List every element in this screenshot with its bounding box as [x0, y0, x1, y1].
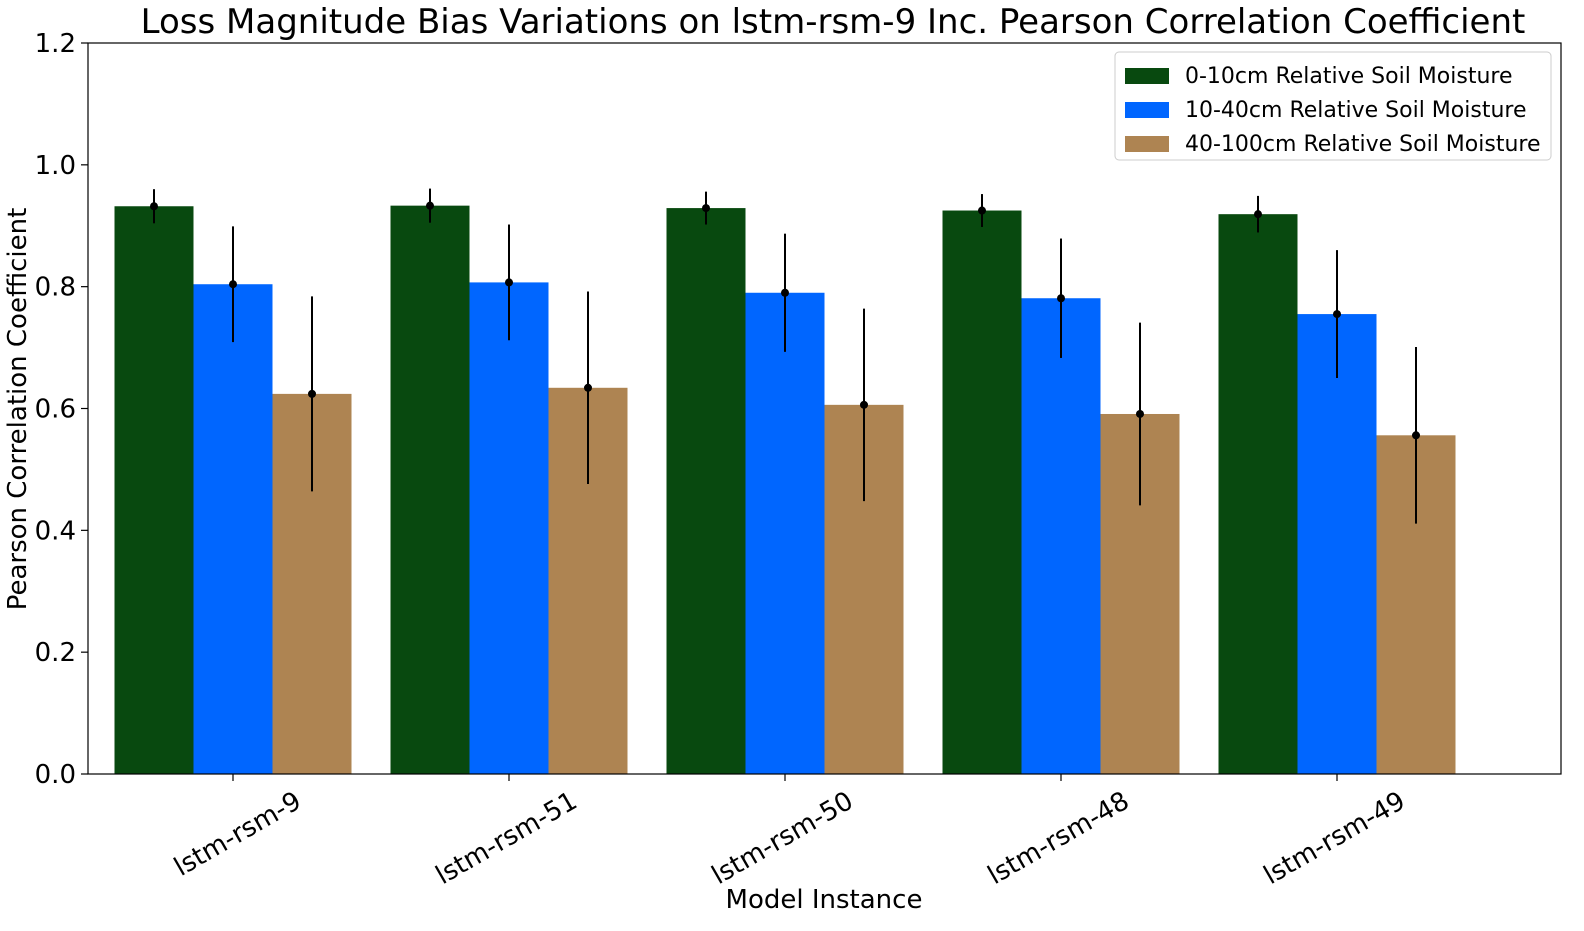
error-point	[860, 400, 868, 409]
legend-label: 40-100cm Relative Soil Moisture	[1185, 132, 1540, 157]
x-tick-label: lstm-rsm-9	[169, 786, 306, 883]
error-point	[1254, 210, 1262, 219]
y-tick-label: 0.4	[35, 516, 76, 546]
bar	[745, 292, 825, 774]
error-point	[1057, 294, 1065, 303]
error-point	[426, 201, 434, 210]
bar	[1218, 214, 1298, 774]
error-point	[1412, 431, 1420, 440]
legend: 0-10cm Relative Soil Moisture 10-40cm Rel…	[1114, 51, 1552, 161]
bars-layer	[114, 205, 1456, 775]
error-point	[229, 280, 237, 289]
error-point	[308, 389, 316, 398]
bar	[666, 208, 746, 774]
legend-label: 0-10cm Relative Soil Moisture	[1185, 64, 1513, 89]
error-bars-layer	[150, 188, 1420, 524]
y-axis-label: Pearson Correlation Coefficient	[3, 208, 33, 611]
y-tick-label: 0.8	[35, 273, 76, 303]
error-point	[584, 383, 592, 392]
x-tick-label: lstm-rsm-48	[983, 786, 1135, 891]
bar	[114, 206, 194, 775]
bar	[1021, 298, 1101, 774]
y-tick-label: 1.2	[35, 29, 76, 59]
bar	[193, 284, 273, 774]
x-axis-label: Model Instance	[726, 885, 923, 915]
y-tick-label: 0.2	[35, 638, 76, 668]
x-tick-label: lstm-rsm-49	[1259, 786, 1411, 891]
legend-box	[1114, 51, 1552, 161]
bar	[469, 282, 549, 774]
legend-swatch	[1125, 102, 1169, 118]
legend-swatch	[1125, 68, 1169, 84]
error-point	[150, 202, 158, 211]
x-tick-label: lstm-rsm-51	[431, 786, 583, 891]
legend-swatch	[1125, 136, 1169, 152]
error-point	[781, 288, 789, 297]
error-point	[505, 278, 513, 287]
y-tick-label: 0.6	[35, 395, 76, 425]
y-tick-label: 1.0	[35, 151, 76, 181]
error-point	[978, 206, 986, 215]
bar	[942, 210, 1022, 775]
error-point	[1333, 310, 1341, 319]
y-tick-label: 0.0	[35, 760, 76, 790]
bar	[390, 205, 470, 774]
error-point	[702, 204, 710, 213]
x-tick-label: lstm-rsm-50	[707, 786, 859, 891]
error-point	[1136, 409, 1144, 418]
legend-label: 10-40cm Relative Soil Moisture	[1185, 98, 1526, 123]
chart-title: Loss Magnitude Bias Variations on lstm-r…	[140, 2, 1526, 42]
bar	[1297, 314, 1377, 774]
